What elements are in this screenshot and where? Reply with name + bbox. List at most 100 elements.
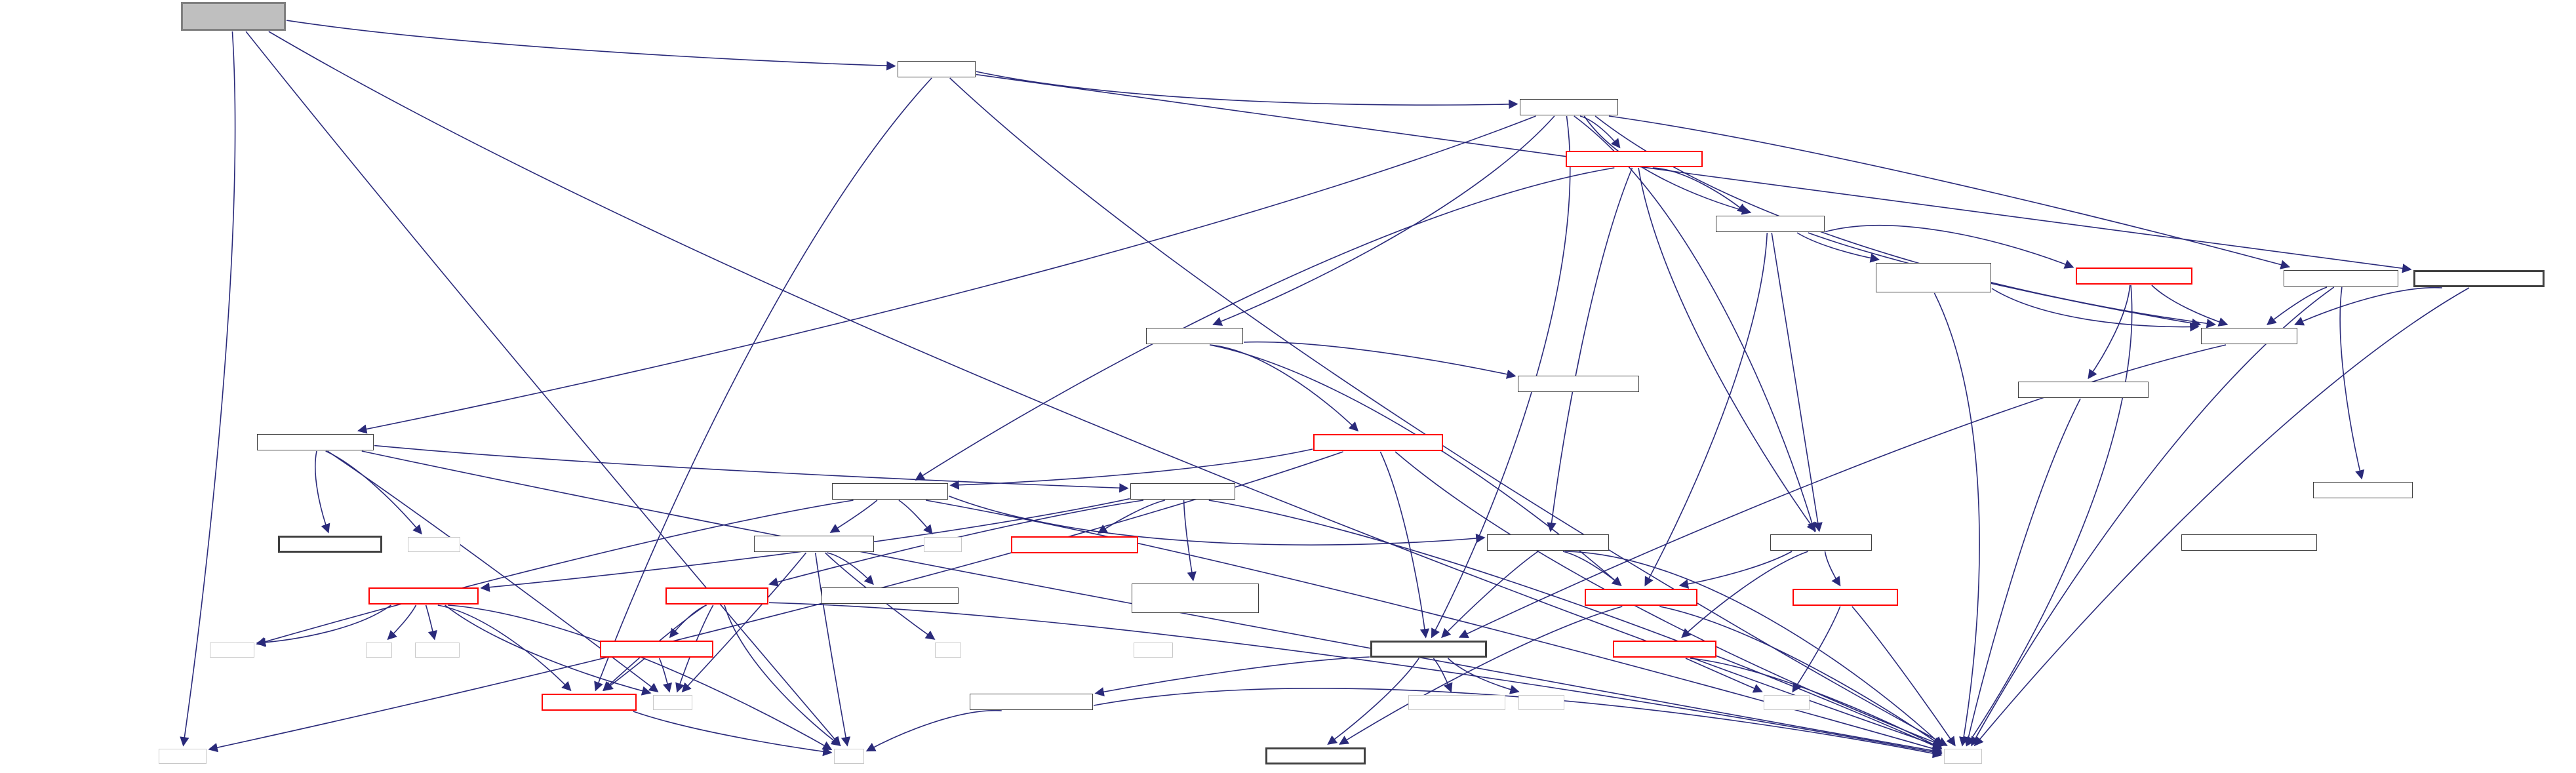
graph-node-cstdio[interactable] (924, 537, 962, 552)
graph-edge (1824, 551, 1841, 587)
graph-node-stdexcept[interactable] (408, 537, 460, 552)
graph-node-string[interactable] (1944, 749, 1982, 764)
graph-node-tostream-h[interactable] (368, 587, 479, 605)
graph-node-set[interactable] (366, 643, 392, 658)
graph-edge (325, 450, 422, 535)
graph-node-iinterface-h[interactable] (1585, 589, 1697, 606)
graph-node-serializestl-h[interactable] (754, 536, 874, 552)
graph-node-sstream[interactable] (415, 643, 460, 658)
graph-edge (1678, 551, 1793, 589)
graph-edge (948, 495, 1486, 545)
graph-node-root[interactable] (181, 2, 286, 31)
graph-edge (448, 605, 833, 751)
graph-edge (1395, 451, 1944, 747)
graph-edge (1458, 344, 2227, 639)
graph-edge (1685, 658, 1763, 693)
graph-node-propertymgr-h[interactable] (257, 434, 374, 450)
graph-edge (1991, 288, 2200, 332)
graph-edge (1183, 500, 1197, 582)
graph-node-iauditor-h[interactable] (2313, 482, 2413, 498)
graph-node-property-h[interactable] (1130, 483, 1235, 500)
graph-node-service-h[interactable] (1520, 99, 1618, 115)
graph-node-smartif-h[interactable] (1770, 534, 1872, 551)
graph-node-statuscodesvc-h[interactable] (898, 61, 976, 77)
graph-node-typeinfo[interactable] (1764, 695, 1810, 710)
graph-node-system-h[interactable] (1613, 641, 1716, 658)
graph-edge (1771, 232, 1823, 532)
graph-edge (976, 71, 1518, 109)
graph-node-gaudiexception-h[interactable] (1313, 434, 1443, 451)
graph-edge (387, 605, 417, 641)
graph-node-map-h[interactable] (542, 694, 637, 711)
graph-node-ostream[interactable] (1518, 695, 1564, 710)
graph-node-statuscode-h[interactable] (1370, 641, 1487, 658)
graph-edge (1379, 451, 1430, 639)
graph-edge (1243, 341, 1516, 379)
graph-edge (1441, 551, 1539, 639)
graph-node-iostream[interactable] (159, 749, 207, 764)
graph-edge (827, 552, 874, 585)
graph-edge (2151, 285, 2229, 327)
graph-edge (768, 602, 1943, 757)
graph-edge (1447, 658, 1520, 694)
graph-edge (926, 500, 1943, 753)
graph-edge (2339, 287, 2365, 480)
graph-edge (724, 605, 841, 746)
graph-edge (1825, 225, 2074, 269)
graph-node-map[interactable] (834, 749, 864, 764)
graph-edge (603, 658, 646, 691)
graph-edge (1608, 115, 2291, 269)
graph-edge (1681, 551, 1808, 639)
graph-edge (594, 77, 932, 692)
graph-node-propertyverifier-h[interactable] (1011, 536, 1138, 553)
graph-edge (865, 709, 1002, 752)
graph-node-msgstream-h[interactable] (832, 483, 948, 500)
graph-edge (425, 605, 437, 641)
graph-edge (1644, 232, 1768, 587)
graph-node-iproperty-h[interactable] (278, 536, 382, 553)
graph-edge (256, 500, 854, 646)
graph-edge (976, 73, 2412, 273)
graph-node-propertycallbackfunctor-h[interactable] (1132, 584, 1259, 613)
graph-node-pluginservice-h[interactable] (1793, 589, 1898, 606)
graph-node-servicelocatorhelper-h[interactable] (1876, 263, 1991, 292)
graph-node-hashmap-h[interactable] (600, 641, 713, 658)
graph-edge (1966, 285, 2133, 747)
graph-edge (1652, 167, 1747, 214)
graph-node-istateful-h[interactable] (1146, 328, 1243, 344)
graph-edge (1094, 656, 1370, 697)
graph-edge (445, 605, 652, 696)
graph-edge (180, 31, 236, 747)
graph-node-utility[interactable] (1134, 643, 1173, 658)
graph-edge (1579, 115, 1621, 149)
graph-node-imessagesvc-h[interactable] (1487, 534, 1609, 551)
graph-node-isvclocator-h[interactable] (1716, 216, 1825, 232)
graph-node-boost-shared-ptr[interactable] (1408, 695, 1505, 710)
graph-node-iservice-h[interactable] (2201, 328, 2297, 344)
graph-node-vector[interactable] (653, 695, 692, 710)
graph-node-commonmessaging-h[interactable] (1566, 151, 1703, 167)
graph-edge (1808, 232, 2202, 328)
graph-node-iauditorsvc-h[interactable] (2284, 270, 2398, 287)
graph-node-namedinterface-h[interactable] (2181, 534, 2317, 551)
graph-node-issueseverity-h[interactable] (970, 694, 1093, 710)
graph-edge (814, 552, 851, 747)
graph-edge (208, 451, 1343, 753)
graph-edge (1964, 398, 2081, 747)
graph-node-parsers-h[interactable] (665, 587, 768, 605)
graph-node-list[interactable] (935, 643, 961, 658)
graph-edge (374, 445, 1129, 493)
graph-node-serializestlfwd-h[interactable] (822, 587, 959, 604)
graph-node-istatuscodesvc-h[interactable] (2413, 270, 2545, 287)
graph-edge (2294, 287, 2442, 326)
graph-node-iomanip[interactable] (210, 643, 254, 658)
graph-node-kernel-h[interactable] (1265, 747, 1366, 764)
graph-node-typenamestring-h[interactable] (2018, 382, 2149, 398)
graph-edge (658, 658, 673, 693)
graph-edge (898, 500, 933, 535)
graph-node-isvcmanager-h[interactable] (2076, 268, 2192, 285)
graph-edge (681, 552, 807, 693)
graph-node-statemachine-h[interactable] (1518, 376, 1639, 392)
graph-edge (1433, 658, 1453, 693)
